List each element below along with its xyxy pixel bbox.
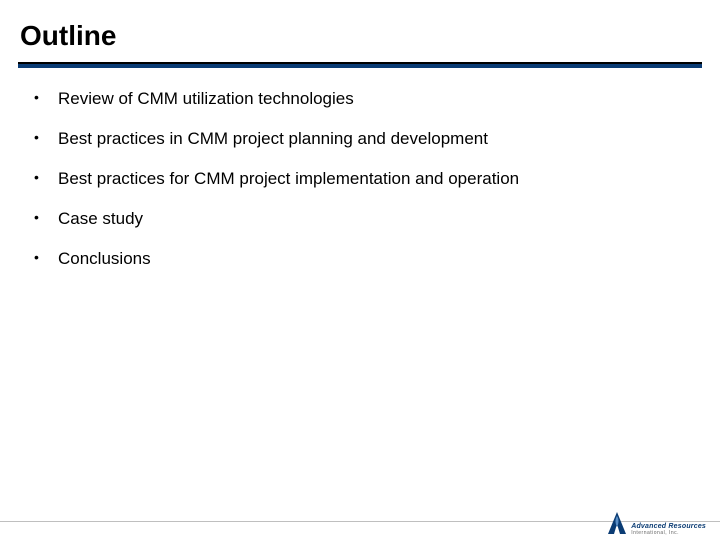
list-item: Conclusions bbox=[30, 248, 702, 270]
footer-logo: Advanced Resources International, Inc. bbox=[606, 510, 706, 536]
logo-text: Advanced Resources International, Inc. bbox=[631, 523, 706, 536]
slide-title: Outline bbox=[18, 20, 702, 52]
logo-line1: Advanced Resources bbox=[631, 523, 706, 530]
title-divider bbox=[18, 62, 702, 68]
logo-line2: International, Inc. bbox=[631, 531, 706, 536]
list-item: Best practices for CMM project implement… bbox=[30, 168, 702, 190]
slide: Outline Review of CMM utilization techno… bbox=[0, 0, 720, 540]
logo-mark-icon bbox=[606, 510, 628, 536]
bullet-list: Review of CMM utilization technologies B… bbox=[18, 88, 702, 270]
list-item: Best practices in CMM project planning a… bbox=[30, 128, 702, 150]
list-item: Review of CMM utilization technologies bbox=[30, 88, 702, 110]
list-item: Case study bbox=[30, 208, 702, 230]
